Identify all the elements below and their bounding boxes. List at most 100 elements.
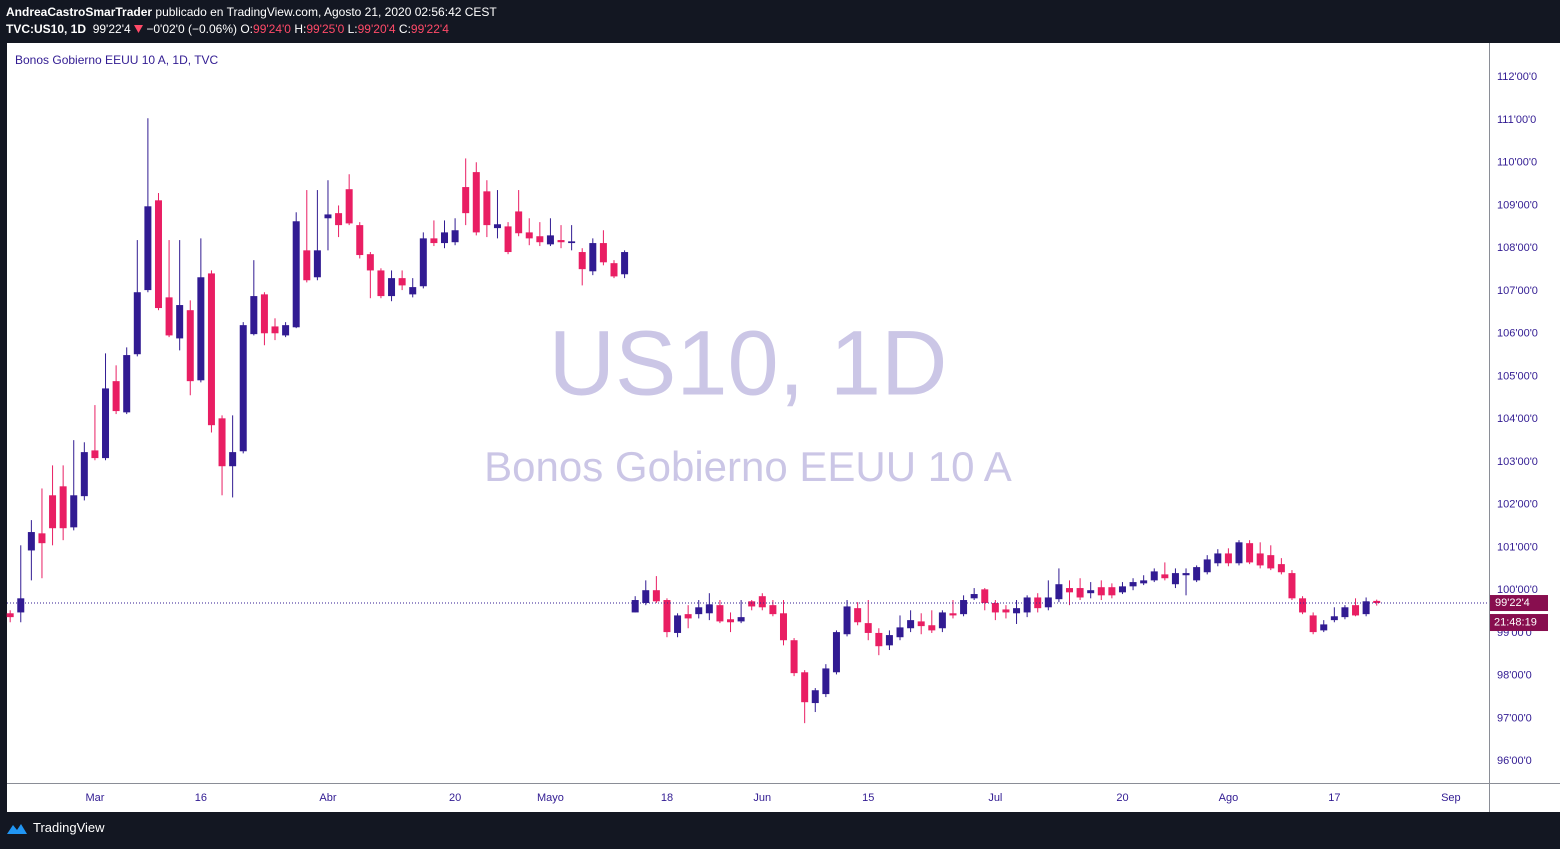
symbol: TVC:US10, 1D (6, 22, 87, 36)
change: −0'02'0 (−0.06%) (146, 22, 237, 36)
candle-body (1235, 542, 1243, 564)
candle-body (409, 287, 417, 295)
candle-body (59, 486, 67, 529)
candle-body (1171, 573, 1179, 585)
ohlc-label: L: (347, 22, 358, 36)
y-tick-label: 100'00'0 (1497, 584, 1538, 596)
candle-body (335, 213, 343, 226)
candle-body (186, 310, 194, 382)
candle-body (1066, 588, 1074, 593)
candle-body (1129, 582, 1137, 587)
candle-body (684, 614, 692, 619)
candle-body (6, 613, 14, 618)
candle-body (1373, 600, 1381, 604)
x-tick-label: 18 (661, 792, 673, 804)
candle-body (1161, 574, 1169, 579)
ohlc-label: H: (294, 22, 307, 36)
y-tick-label: 112'00'0 (1497, 71, 1537, 83)
candle-body (388, 278, 396, 297)
candle-body (515, 211, 523, 234)
candle-body (441, 232, 449, 244)
candle-body (1034, 597, 1042, 609)
candle-body (462, 187, 470, 214)
candle-body (695, 607, 703, 615)
logo-icon (7, 823, 27, 834)
candle-body (1352, 605, 1360, 616)
candle-body (578, 252, 586, 270)
header-line-1: AndreaCastroSmarTrader publicado en Trad… (6, 4, 497, 21)
candle-body (928, 625, 936, 631)
y-tick-label: 102'00'0 (1497, 499, 1538, 511)
candle-body (292, 221, 300, 328)
y-tick-label: 101'00'0 (1497, 541, 1538, 553)
candle-body (1299, 598, 1307, 613)
price-label: 99'22'4 (1495, 597, 1530, 609)
candle-body (70, 495, 78, 528)
y-tick-label: 104'00'0 (1497, 413, 1538, 425)
candle-body (197, 277, 205, 381)
ohlc-value: 99'20'4 (357, 22, 396, 36)
candle-body (493, 224, 501, 229)
candle-body (991, 603, 999, 613)
candle-body (949, 613, 957, 616)
candle-body (1246, 543, 1254, 563)
candle-body (1140, 580, 1148, 584)
candle-body (1044, 597, 1052, 608)
candle-body (1341, 607, 1349, 618)
x-tick-label: Jul (988, 792, 1002, 804)
candle-body (663, 600, 671, 633)
y-tick-label: 96'00'0 (1497, 755, 1532, 767)
y-tick-label: 103'00'0 (1497, 456, 1538, 468)
price-label-box (1490, 595, 1548, 612)
candle-body (536, 236, 544, 243)
candle-body (112, 381, 120, 412)
candle-body (621, 252, 629, 275)
candle-body (1320, 624, 1328, 631)
candle-body (1150, 571, 1158, 581)
watermark: US10, 1D (549, 312, 948, 414)
candle-body (1214, 553, 1222, 564)
candle-body (599, 243, 607, 263)
candle-body (419, 238, 427, 287)
candle-body (80, 452, 88, 497)
x-tick-label: 17 (1328, 792, 1340, 804)
candle-body (218, 418, 226, 467)
candle-body (366, 254, 374, 271)
candle-body (91, 450, 99, 459)
candle-body (875, 632, 883, 647)
candle-body (377, 270, 385, 297)
candle-body (1193, 567, 1201, 581)
candle-body (1023, 597, 1031, 613)
ohlc-label: O: (240, 22, 254, 36)
candle-body (282, 325, 290, 336)
x-tick-label: Abr (319, 792, 336, 804)
countdown: 21:48:19 (1494, 616, 1537, 628)
y-tick-label: 107'00'0 (1497, 285, 1538, 297)
candle-body (917, 621, 925, 627)
candle-body (144, 206, 152, 291)
candle-body (970, 594, 978, 599)
y-tick-label: 106'00'0 (1497, 328, 1538, 340)
candle-body (1108, 587, 1116, 596)
candle-body (49, 495, 57, 529)
candle-body (832, 632, 840, 673)
ohlc-value: 99'25'0 (306, 22, 345, 36)
candle-body (250, 296, 258, 335)
candle-body (176, 305, 184, 339)
candle-body (769, 605, 777, 615)
ohlc-value: 99'24'0 (253, 22, 291, 36)
candle-body (1267, 555, 1275, 569)
candle-body (981, 589, 989, 604)
candle-body (133, 292, 141, 355)
candle-body (17, 598, 25, 613)
candle-body (207, 273, 215, 426)
x-tick-label: Sep (1441, 792, 1461, 804)
ohlc-value: 99'22'4 (410, 22, 449, 36)
header: AndreaCastroSmarTrader publicado en Trad… (6, 4, 497, 38)
candle-body (38, 533, 46, 544)
candle-body (610, 263, 618, 277)
candle-body (154, 200, 162, 309)
